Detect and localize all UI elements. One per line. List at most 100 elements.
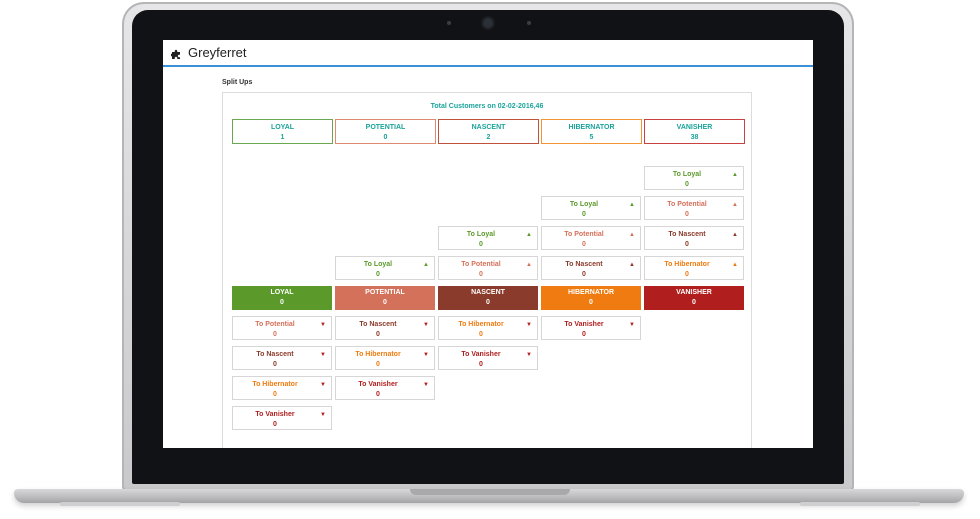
summary-hibernator[interactable]: HIBERNATOR 5: [541, 119, 642, 144]
arrow-up-icon: ▲: [629, 232, 635, 238]
category-bar-vanisher[interactable]: VANISHER 0: [644, 286, 744, 310]
section-title: Split Ups: [222, 79, 253, 86]
category-label: NASCENT: [471, 289, 505, 296]
upgrade-card[interactable]: To Potential 0 ▲: [541, 226, 641, 250]
upgrade-card[interactable]: To Loyal 0 ▲: [438, 226, 538, 250]
summary-count: 1: [280, 134, 285, 141]
app-title[interactable]: Greyferret: [188, 45, 247, 60]
card-value: 0: [685, 181, 689, 188]
upgrade-card[interactable]: To Potential 0 ▲: [644, 196, 744, 220]
upgrade-card[interactable]: To Potential 0 ▲: [438, 256, 538, 280]
card-value: 0: [376, 391, 380, 398]
downgrade-card[interactable]: To Vanisher 0 ▼: [232, 406, 332, 430]
upgrade-card[interactable]: To Loyal 0 ▲: [644, 166, 744, 190]
arrow-up-icon: ▲: [629, 202, 635, 208]
card-label: To Nascent: [565, 261, 603, 268]
upgrade-card[interactable]: To Loyal 0 ▲: [335, 256, 435, 280]
downgrade-card[interactable]: To Hibernator 0 ▼: [335, 346, 435, 370]
arrow-down-icon: ▼: [423, 352, 429, 358]
card-label: To Vanisher: [358, 381, 398, 388]
arrow-down-icon: ▼: [526, 352, 532, 358]
category-value: 0: [486, 299, 490, 306]
upgrade-card[interactable]: To Nascent 0 ▲: [644, 226, 744, 250]
split-ups-panel: Total Customers on 02-02-2016,46 LOYAL 1…: [222, 92, 752, 448]
card-value: 0: [479, 361, 483, 368]
card-label: To Hibernator: [252, 381, 298, 388]
downgrade-card[interactable]: To Nascent 0 ▼: [232, 346, 332, 370]
card-label: To Loyal: [466, 231, 496, 238]
card-label: To Vanisher: [564, 321, 604, 328]
category-bar-hibernator[interactable]: HIBERNATOR 0: [541, 286, 641, 310]
summary-label: POTENTIAL: [365, 124, 406, 131]
card-label: To Potential: [564, 231, 604, 238]
arrow-up-icon: ▲: [732, 172, 738, 178]
card-value: 0: [582, 271, 586, 278]
upgrade-card[interactable]: To Nascent 0 ▲: [541, 256, 641, 280]
webcam: [483, 18, 493, 28]
card-label: To Hibernator: [664, 261, 710, 268]
card-label: To Potential: [461, 261, 501, 268]
upgrade-card[interactable]: To Loyal 0 ▲: [541, 196, 641, 220]
summary-count: 2: [486, 134, 491, 141]
downgrade-card[interactable]: To Vanisher 0 ▼: [541, 316, 641, 340]
card-value: 0: [376, 331, 380, 338]
downgrade-card[interactable]: To Vanisher 0 ▼: [335, 376, 435, 400]
card-value: 0: [685, 271, 689, 278]
card-label: To Nascent: [256, 351, 294, 358]
card-value: 0: [273, 361, 277, 368]
card-label: To Nascent: [668, 231, 706, 238]
app-header: Greyferret: [163, 40, 813, 67]
card-label: To Vanisher: [461, 351, 501, 358]
summary-label: HIBERNATOR: [568, 124, 615, 131]
arrow-down-icon: ▼: [423, 322, 429, 328]
arrow-down-icon: ▼: [629, 322, 635, 328]
category-value: 0: [692, 299, 696, 306]
summary-label: NASCENT: [471, 124, 506, 131]
arrow-up-icon: ▲: [732, 232, 738, 238]
arrow-down-icon: ▼: [320, 412, 326, 418]
arrow-down-icon: ▼: [320, 352, 326, 358]
summary-loyal[interactable]: LOYAL 1: [232, 119, 333, 144]
arrow-down-icon: ▼: [423, 382, 429, 388]
downgrade-card[interactable]: To Hibernator 0 ▼: [438, 316, 538, 340]
laptop-foot: [800, 502, 920, 506]
category-bar-potential[interactable]: POTENTIAL 0: [335, 286, 435, 310]
summary-potential[interactable]: POTENTIAL 0: [335, 119, 436, 144]
summary-nascent[interactable]: NASCENT 2: [438, 119, 539, 144]
arrow-down-icon: ▼: [526, 322, 532, 328]
card-value: 0: [376, 271, 380, 278]
card-value: 0: [479, 241, 483, 248]
category-value: 0: [280, 299, 284, 306]
card-value: 0: [479, 271, 483, 278]
arrow-up-icon: ▲: [526, 262, 532, 268]
card-label: To Vanisher: [255, 411, 295, 418]
card-value: 0: [376, 361, 380, 368]
card-label: To Loyal: [363, 261, 393, 268]
downgrade-card[interactable]: To Hibernator 0 ▼: [232, 376, 332, 400]
arrow-up-icon: ▲: [732, 262, 738, 268]
downgrade-card[interactable]: To Nascent 0 ▼: [335, 316, 435, 340]
category-label: POTENTIAL: [365, 289, 405, 296]
arrow-down-icon: ▼: [320, 382, 326, 388]
laptop-notch: [410, 489, 570, 495]
card-value: 0: [273, 421, 277, 428]
downgrade-card[interactable]: To Vanisher 0 ▼: [438, 346, 538, 370]
card-label: To Hibernator: [355, 351, 401, 358]
category-bar-loyal[interactable]: LOYAL 0: [232, 286, 332, 310]
arrow-down-icon: ▼: [320, 322, 326, 328]
card-label: To Hibernator: [458, 321, 504, 328]
card-value: 0: [273, 391, 277, 398]
downgrade-card[interactable]: To Potential 0 ▼: [232, 316, 332, 340]
card-label: To Potential: [255, 321, 295, 328]
card-value: 0: [685, 211, 689, 218]
card-label: To Loyal: [672, 171, 702, 178]
category-bar-nascent[interactable]: NASCENT 0: [438, 286, 538, 310]
card-value: 0: [479, 331, 483, 338]
summary-label: LOYAL: [270, 124, 295, 131]
sensor-dot: [447, 21, 451, 25]
category-label: VANISHER: [676, 289, 712, 296]
upgrade-card[interactable]: To Hibernator 0 ▲: [644, 256, 744, 280]
summary-vanisher[interactable]: VANISHER 38: [644, 119, 745, 144]
summary-count: 0: [383, 134, 388, 141]
summary-count: 5: [589, 134, 594, 141]
